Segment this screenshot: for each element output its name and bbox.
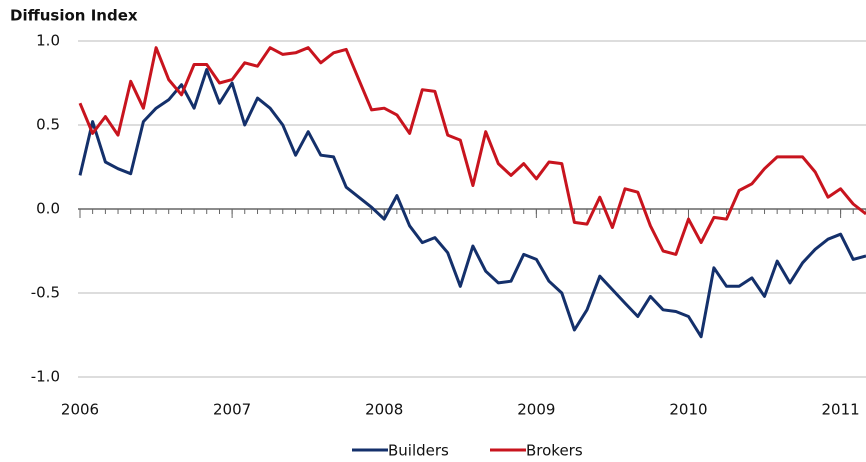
y-tick-label: -0.5 [31,284,60,302]
legend-label: Brokers [526,442,583,460]
y-tick-label: -1.0 [31,368,60,386]
x-tick-label: 2009 [517,401,555,419]
chart-title: Diffusion Index [10,7,138,25]
y-tick-label: 0.0 [36,200,60,218]
y-tick-label: 0.5 [36,116,60,134]
x-tick-label: 2008 [365,401,403,419]
y-tick-label: 1.0 [36,32,60,50]
legend-label: Builders [388,442,449,460]
x-tick-label: 2010 [669,401,707,419]
series-line [78,46,866,256]
x-tick-label: 2006 [61,401,99,419]
series-line [78,68,866,339]
x-tick-label: 2007 [213,401,251,419]
x-tick-label: 2011 [822,401,860,419]
